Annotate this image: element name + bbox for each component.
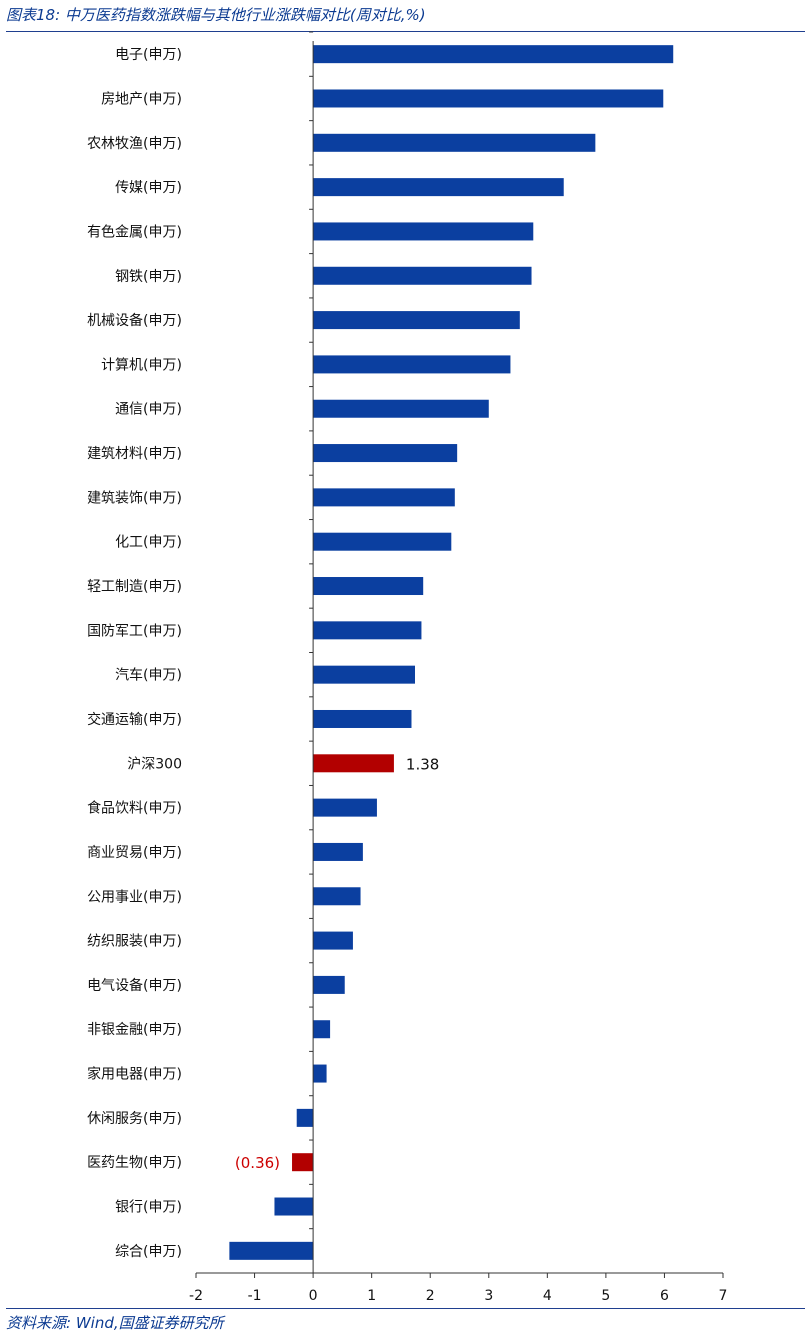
category-label-16: 沪深300 [127,756,182,772]
category-label-22: 非银金融(申万) [87,1022,182,1038]
bar-11 [313,532,452,551]
bar-13 [313,621,422,640]
category-label-21: 电气设备(申万) [87,977,182,994]
category-label-23: 家用电器(申万) [87,1066,182,1083]
category-label-5: 钢铁(申万) [115,269,182,285]
axes: -2 -1 0 1 2 3 4 5 6 7 [189,31,728,1304]
category-label-17: 食品饮料(申万) [87,800,182,817]
x-tick-label-3: 1 [367,1288,376,1304]
bar-12 [313,577,424,596]
x-tick-label-6: 4 [543,1288,552,1304]
category-label-3: 传媒(申万) [115,180,182,196]
category-labels: 电子(申万) 房地产(申万) 农林牧渔(申万) 传媒(申万) 有色金属(申万) 钢铁(申万… [87,47,182,1260]
bar-14 [313,665,415,684]
bar-26 [274,1197,314,1216]
bar-23 [313,1064,327,1083]
category-label-9: 建筑材料(申万) [87,446,182,462]
category-label-14: 汽车(申万) [115,667,182,684]
category-label-6: 机械设备(申万) [87,312,182,329]
bar-1 [313,89,664,108]
bar-18 [313,842,363,861]
header-rule [6,31,805,32]
x-tick-label-1: -1 [248,1288,262,1304]
bar-16 [313,754,394,773]
bar-19 [313,887,361,906]
footer-rule [6,1308,805,1309]
category-label-7: 计算机(申万) [101,357,182,373]
x-tick-label-2: 0 [309,1288,318,1304]
bar-24 [296,1108,314,1127]
category-label-13: 国防军工(申万) [87,623,182,639]
category-label-20: 纺织服装(申万) [87,934,182,950]
category-label-19: 公用事业(申万) [87,889,182,905]
x-tick-label-5: 3 [484,1288,493,1304]
category-label-4: 有色金属(申万) [87,223,182,240]
data-label-1: (0.36) [235,1154,280,1172]
category-label-25: 医药生物(申万) [87,1155,182,1171]
data-labels: 1.38 (0.36) [235,755,439,1172]
bar-2 [313,133,596,152]
category-label-24: 休闲服务(申万) [87,1111,182,1127]
category-label-10: 建筑装饰(申万) [87,490,182,506]
x-tick-label-0: -2 [189,1288,203,1304]
category-label-15: 交通运输(申万) [87,711,182,728]
bar-5 [313,266,532,285]
bar-20 [313,931,353,950]
bar-15 [313,709,412,728]
bar-21 [313,975,345,994]
x-tick-label-4: 2 [426,1288,435,1304]
bars-layer [229,45,674,1260]
data-label-0: 1.38 [406,755,439,773]
bar-17 [313,798,377,817]
category-label-12: 轻工制造(申万) [87,579,182,595]
bar-7 [313,355,511,374]
bar-3 [313,178,564,197]
figure-title: 图表18: 中万医药指数涨跌幅与其他行业涨跌幅对比(周对比,%) [6,6,426,24]
category-label-8: 通信(申万) [115,402,182,418]
bar-9 [313,444,458,463]
bar-6 [313,311,520,330]
bar-10 [313,488,455,507]
bar-27 [229,1241,314,1260]
category-label-1: 房地产(申万) [101,91,182,107]
category-label-11: 化工(申万) [115,535,182,551]
category-label-0: 电子(申万) [115,47,182,63]
bar-4 [313,222,534,241]
category-label-26: 银行(申万) [115,1200,182,1216]
bar-22 [313,1020,331,1039]
x-tick-label-8: 6 [660,1288,669,1304]
bar-0 [313,45,674,64]
x-tick-label-7: 5 [601,1288,610,1304]
category-label-2: 农林牧渔(申万) [87,136,182,152]
source-note: 资料来源: Wind,国盛证券研究所 [6,1314,224,1332]
x-tick-label-9: 7 [719,1288,728,1304]
category-label-18: 商业贸易(申万) [87,845,182,861]
bar-8 [313,399,489,418]
category-label-27: 综合(申万) [115,1244,182,1260]
bar-25 [292,1153,314,1172]
